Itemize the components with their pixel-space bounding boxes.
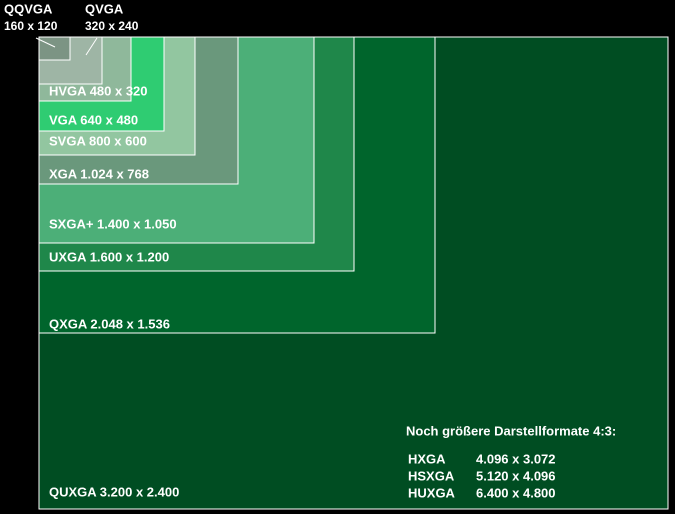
label: 320 x 240 bbox=[85, 19, 139, 33]
label: HVGA 480 x 320 bbox=[49, 83, 148, 98]
label: QQVGA bbox=[4, 1, 53, 16]
label: SXGA+ 1.400 x 1.050 bbox=[49, 216, 177, 231]
label: VGA 640 x 480 bbox=[49, 112, 138, 127]
pointer-line bbox=[85, 37, 98, 56]
note-value: 4.096 x 3.072 bbox=[476, 451, 556, 466]
label: SVGA 800 x 600 bbox=[49, 133, 147, 148]
label: XGA 1.024 x 768 bbox=[49, 166, 149, 181]
label: QXGA 2.048 x 1.536 bbox=[49, 316, 170, 331]
label: QVGA bbox=[85, 1, 124, 16]
label: UXGA 1.600 x 1.200 bbox=[49, 249, 169, 264]
label: 160 x 120 bbox=[4, 19, 58, 33]
note-name: HUXGA bbox=[408, 485, 456, 500]
label: QUXGA 3.200 x 2.400 bbox=[49, 484, 179, 499]
pointer-line bbox=[35, 37, 56, 48]
note-value: 5.120 x 4.096 bbox=[476, 468, 556, 483]
resolution-box bbox=[38, 36, 71, 61]
note-name: HSXGA bbox=[408, 468, 455, 483]
note-name: HXGA bbox=[408, 451, 446, 466]
note-value: 6.400 x 4.800 bbox=[476, 485, 556, 500]
note-title: Noch größere Darstellformate 4:3: bbox=[406, 423, 616, 438]
